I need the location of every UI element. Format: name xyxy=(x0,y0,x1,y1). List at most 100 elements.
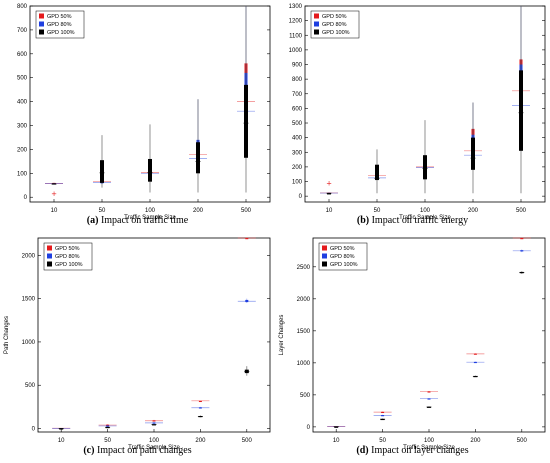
x-tick-label: 200 xyxy=(195,438,206,444)
panel-layer-changes: 0 500 1000 1500 2000 2500 10 50 100 200 500 Traffic… xyxy=(275,232,550,463)
y-tick-label: 1000 xyxy=(297,361,311,367)
caption-traffic-energy: (b) Impact on traffic energy xyxy=(275,215,550,226)
caption-letter: (b) xyxy=(356,215,370,226)
y-tick-label: 400 xyxy=(292,136,303,142)
box-body xyxy=(519,70,523,151)
y-tick-label: 0 xyxy=(24,195,28,201)
box-body xyxy=(198,400,202,403)
legend-swatch xyxy=(314,21,319,27)
legend-label: GPD 50% xyxy=(322,14,347,20)
legend: GPD 50% GPD 80% GPD 100% xyxy=(310,10,360,39)
caption-letter: (c) xyxy=(83,445,95,456)
x-tick-label: 500 xyxy=(241,208,252,214)
y-tick-label: 600 xyxy=(17,52,28,58)
y-tick-label: 600 xyxy=(292,106,303,112)
box-body xyxy=(375,164,379,181)
y-tick-label: 0 xyxy=(32,427,36,433)
x-tick-label: 200 xyxy=(193,208,204,214)
y-axis-label: Path Changes xyxy=(4,316,10,354)
y-tick-label: 1100 xyxy=(289,33,303,39)
y-tick-label: 1000 xyxy=(22,340,36,346)
legend: GPD 50% GPD 80% GPD 100% xyxy=(43,242,93,271)
x-axis-label: Traffic Sample Size xyxy=(399,215,451,221)
y-tick-label: 1500 xyxy=(297,329,311,335)
legend-swatch xyxy=(314,13,319,19)
y-tick-label: 1500 xyxy=(22,297,36,303)
caption-text: Impact on traffic energy xyxy=(371,215,469,226)
x-tick-label: 10 xyxy=(333,438,340,444)
y-tick-label: 400 xyxy=(17,100,28,106)
panel-traffic-energy: 0 100 200 300 400 500 600 700 800 900 1000 1100 1200… xyxy=(275,0,550,231)
caption-text: Impact on layer changes xyxy=(371,445,469,456)
y-tick-label: 1000 xyxy=(289,48,303,54)
box-body xyxy=(471,137,475,170)
box-body xyxy=(327,193,331,195)
legend-swatch xyxy=(47,261,52,267)
x-tick-label: 200 xyxy=(468,208,479,214)
legend-swatch xyxy=(39,21,44,27)
x-tick-label: 100 xyxy=(420,208,431,214)
y-tick-label: 300 xyxy=(17,124,28,130)
y-tick-label: 200 xyxy=(17,147,28,153)
outlier-marker: + xyxy=(51,190,57,198)
caption-text: Impact on path changes xyxy=(96,445,192,456)
x-tick-label: 50 xyxy=(104,438,111,444)
legend-swatch xyxy=(314,29,319,35)
y-tick-label: 800 xyxy=(292,77,303,83)
chart-layer-changes: 0 500 1000 1500 2000 2500 10 50 100 200 500 Traffic… xyxy=(279,237,546,451)
y-tick-label: 300 xyxy=(292,150,303,156)
box-body xyxy=(100,160,104,183)
x-tick-label: 50 xyxy=(99,208,106,214)
y-tick-label: 0 xyxy=(307,425,311,431)
legend-label: GPD 100% xyxy=(55,262,83,268)
panel-path-changes: 0 500 1000 1500 2000 10 50 100 200 500 Traffic Sam… xyxy=(0,232,275,463)
x-tick-label: 10 xyxy=(51,208,58,214)
y-tick-label: 800 xyxy=(17,4,28,10)
y-tick-label: 2500 xyxy=(297,265,311,271)
caption-letter: (d) xyxy=(356,445,369,456)
x-tick-label: 50 xyxy=(379,438,386,444)
legend-label: GPD 50% xyxy=(47,14,72,20)
y-tick-label: 100 xyxy=(292,180,303,186)
y-tick-label: 500 xyxy=(25,383,36,389)
x-tick-label: 100 xyxy=(145,208,156,214)
legend-label: GPD 80% xyxy=(322,22,347,28)
x-axis-label: Traffic Sample Size xyxy=(403,445,455,451)
caption-path-changes: (c) Impact on path changes xyxy=(0,445,275,456)
y-tick-label: 2000 xyxy=(22,253,36,259)
x-tick-label: 500 xyxy=(242,438,253,444)
legend-label: GPD 50% xyxy=(55,246,80,252)
y-tick-label: 500 xyxy=(17,76,28,82)
outlier-marker: + xyxy=(326,179,332,187)
chart-traffic-energy: 0 100 200 300 400 500 600 700 800 900 1000 1100 1200… xyxy=(289,4,546,221)
x-axis-label: Traffic Sample Size xyxy=(128,445,180,451)
legend-label: GPD 100% xyxy=(322,30,350,36)
legend-label: GPD 80% xyxy=(47,22,72,28)
box-body xyxy=(196,142,200,174)
y-tick-label: 500 xyxy=(300,393,311,399)
legend: GPD 50% GPD 80% GPD 100% xyxy=(35,10,85,39)
legend: GPD 50% GPD 80% GPD 100% xyxy=(318,242,368,271)
caption-layer-changes: (d) Impact on layer changes xyxy=(275,445,550,456)
y-tick-label: 1200 xyxy=(289,19,303,25)
y-tick-label: 100 xyxy=(17,171,28,177)
legend-swatch xyxy=(39,29,44,35)
x-tick-label: 10 xyxy=(326,208,333,214)
legend-swatch xyxy=(39,13,44,19)
x-tick-label: 100 xyxy=(149,438,160,444)
x-tick-label: 100 xyxy=(424,438,435,444)
caption-letter: (a) xyxy=(86,215,99,226)
legend-label: GPD 80% xyxy=(330,254,355,260)
y-tick-label: 500 xyxy=(292,121,303,127)
x-tick-label: 10 xyxy=(58,438,65,444)
y-tick-label: 2000 xyxy=(297,297,311,303)
x-tick-label: 500 xyxy=(517,438,528,444)
y-tick-label: 900 xyxy=(292,63,303,69)
legend-swatch xyxy=(47,253,52,259)
box-body xyxy=(148,158,152,182)
caption-traffic-time: (a) Impact on traffic time xyxy=(0,215,275,226)
x-tick-label: 500 xyxy=(516,208,527,214)
box-body xyxy=(59,428,64,430)
legend-label: GPD 100% xyxy=(330,262,358,268)
box-body xyxy=(244,84,248,158)
